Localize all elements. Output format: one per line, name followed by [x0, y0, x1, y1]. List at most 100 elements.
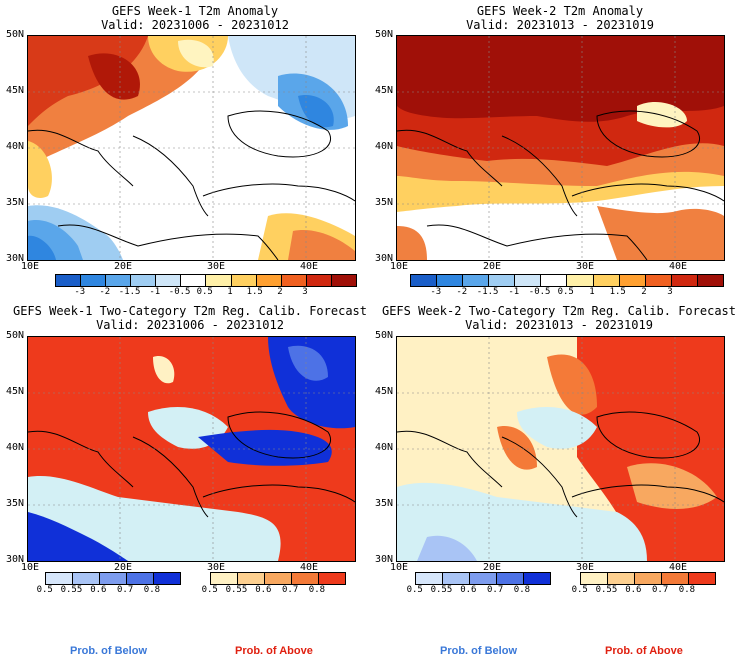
lat-label: 30N: [374, 253, 393, 264]
lat-label: 50N: [374, 330, 393, 341]
lat-label: 45N: [374, 85, 393, 96]
colorbar-tick-label: 0.8: [513, 585, 531, 595]
panel4-valid: Valid: 20231013 - 20231019: [465, 318, 653, 332]
colorbar-tick-label: 0.6: [460, 585, 477, 595]
prob-above-caption-left: Prob. of Above: [235, 645, 313, 657]
colorbar-swatch: [156, 275, 182, 286]
colorbar-swatch: [411, 275, 438, 286]
colorbar-swatch: [662, 573, 689, 584]
lat-label: 40N: [5, 141, 24, 152]
panel2-title-text: GEFS Week-2 T2m Anomaly: [476, 4, 644, 18]
lon-label: 20E: [114, 562, 133, 573]
colorbar-swatch: [81, 275, 107, 286]
colorbar-tick-label: 0.5: [36, 585, 53, 595]
colorbar-tick-label: 0.6: [625, 585, 642, 595]
map-week2-two-category: [396, 336, 725, 562]
colorbar-swatch: [281, 275, 307, 286]
colorbar-swatch: [515, 275, 542, 286]
colorbar-swatch: [541, 275, 568, 286]
lat-label: 40N: [5, 442, 24, 453]
lon-label: 10E: [21, 562, 40, 573]
anomaly-colorbar-week2: [410, 274, 724, 287]
lat-label: 30N: [374, 554, 393, 565]
panel3-valid: Valid: 20231006 - 20231012: [96, 318, 284, 332]
map-week1-two-category: [27, 336, 356, 562]
lon-label: 30E: [576, 562, 595, 573]
colorbar-tick-label: -1.5: [118, 287, 141, 297]
colorbar-tick-label: 0.55: [60, 585, 83, 595]
lon-label: 30E: [207, 261, 226, 272]
colorbar-tick-label: 0.8: [143, 585, 161, 595]
colorbar-swatch: [697, 275, 723, 286]
lon-label: 20E: [483, 261, 502, 272]
lat-label: 40N: [374, 442, 393, 453]
colorbar-tick-label: 0.5: [196, 287, 213, 297]
colorbar-tick-label: -1.5: [476, 287, 499, 297]
anomaly-colorbar-week1: [55, 274, 357, 287]
colorbar-swatch: [671, 275, 698, 286]
lon-label: 20E: [114, 261, 133, 272]
map-week2-anomaly-svg: [397, 36, 724, 260]
colorbar-tick-label: 0.8: [308, 585, 326, 595]
colorbar-tick-label: 0.7: [117, 585, 134, 595]
colorbar-swatch: [238, 573, 265, 584]
lon-label: 40E: [669, 562, 688, 573]
lon-label: 40E: [669, 261, 688, 272]
colorbar-tick-label: 0.8: [678, 585, 696, 595]
map-week1-anomaly-svg: [28, 36, 355, 260]
colorbar-swatch: [46, 573, 73, 584]
prob-above-colorbar-right: [580, 572, 716, 585]
colorbar-tick-label: -1: [149, 287, 161, 297]
lat-label: 50N: [5, 29, 24, 40]
map-week2-two-category-svg: [397, 337, 724, 561]
colorbar-swatch: [231, 275, 257, 286]
colorbar-swatch: [181, 275, 207, 286]
colorbar-tick-label: 0.55: [595, 585, 618, 595]
colorbar-swatch: [319, 573, 345, 584]
colorbar-swatch: [689, 573, 715, 584]
colorbar-swatch: [306, 275, 332, 286]
lat-label: 30N: [5, 253, 24, 264]
lon-label: 30E: [207, 562, 226, 573]
colorbar-swatch: [489, 275, 516, 286]
colorbar-tick-label: 2: [641, 287, 647, 297]
prob-above-caption-right: Prob. of Above: [605, 645, 683, 657]
lon-label: 10E: [21, 261, 40, 272]
colorbar-tick-label: 0.6: [90, 585, 107, 595]
colorbar-swatch: [56, 275, 82, 286]
colorbar-swatch: [593, 275, 620, 286]
map-week2-anomaly: [396, 35, 725, 261]
colorbar-swatch: [608, 573, 635, 584]
lat-label: 35N: [5, 498, 24, 509]
colorbar-tick-label: 0.5: [557, 287, 574, 297]
colorbar-swatch: [581, 573, 608, 584]
colorbar-tick-label: -0.5: [528, 287, 551, 297]
colorbar-swatch: [619, 275, 646, 286]
colorbar-swatch: [73, 573, 100, 584]
panel3-title-text: GEFS Week-1 Two-Category T2m Reg. Calib.…: [12, 304, 367, 318]
colorbar-tick-label: 0.5: [201, 585, 218, 595]
panel1-valid: Valid: 20231006 - 20231012: [101, 18, 289, 32]
colorbar-swatch: [470, 573, 497, 584]
colorbar-tick-label: 0.7: [282, 585, 299, 595]
map-week1-anomaly: [27, 35, 356, 261]
panel2-title: GEFS Week-2 T2m Anomaly Valid: 20231013 -…: [395, 4, 725, 32]
panel1-title-text: GEFS Week-1 T2m Anomaly: [111, 4, 279, 18]
colorbar-swatch: [443, 573, 470, 584]
colorbar-swatch: [265, 573, 292, 584]
lon-label: 30E: [576, 261, 595, 272]
lat-label: 45N: [5, 85, 24, 96]
colorbar-swatch: [100, 573, 127, 584]
map-week1-two-category-svg: [28, 337, 355, 561]
colorbar-tick-label: -2: [456, 287, 468, 297]
colorbar-tick-label: -3: [74, 287, 86, 297]
colorbar-tick-label: -2: [99, 287, 111, 297]
lat-label: 45N: [5, 386, 24, 397]
colorbar-tick-label: -3: [430, 287, 442, 297]
lat-label: 35N: [5, 197, 24, 208]
panel3-title: GEFS Week-1 Two-Category T2m Reg. Calib.…: [10, 304, 370, 332]
colorbar-swatch: [463, 275, 490, 286]
prob-below-colorbar-left: [45, 572, 181, 585]
panel4-title-text: GEFS Week-2 Two-Category T2m Reg. Calib.…: [381, 304, 736, 318]
colorbar-tick-label: 0.5: [571, 585, 588, 595]
